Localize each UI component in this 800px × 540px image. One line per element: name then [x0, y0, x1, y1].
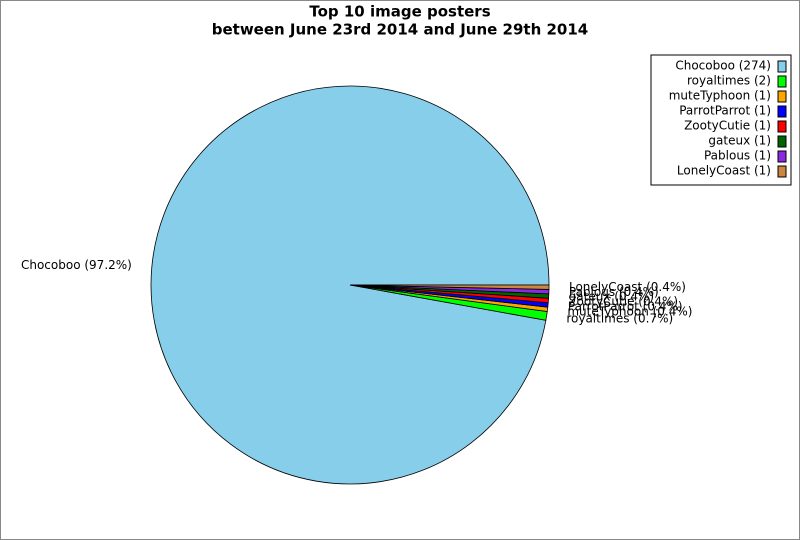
chart-title: Top 10 image posters [309, 3, 490, 21]
legend-label: muteTyphoon (1) [669, 89, 771, 103]
slice-label: Chocoboo (97.2%) [21, 258, 132, 272]
legend-swatch [777, 105, 787, 118]
legend-swatch [777, 120, 787, 133]
legend-label: Chocoboo (274) [675, 59, 771, 73]
slice-label: royaltimes (0.7%) [566, 312, 673, 326]
legend-swatch [777, 135, 787, 148]
legend-label: royaltimes (2) [687, 74, 771, 88]
legend-label: ParrotParrot (1) [679, 104, 771, 118]
legend-swatch [777, 90, 787, 103]
legend-swatch [777, 165, 787, 178]
legend-label: ZootyCutie (1) [684, 119, 771, 133]
legend-box [650, 54, 792, 186]
legend-label: Pablous (1) [704, 149, 771, 163]
legend-swatch [777, 150, 787, 163]
slice-label: gateux (0.4%) [569, 290, 654, 304]
legend-swatch [777, 75, 787, 88]
chart-subtitle: between June 23rd 2014 and June 29th 201… [212, 21, 589, 39]
slice-label: LonelyCoast (0.4%) [569, 280, 686, 294]
slice-label: ParrotParrot (0.4%) [568, 299, 683, 313]
slice-label: Pablous (0.4%) [569, 285, 659, 299]
slice-label: ZootyCutie (0.4%) [568, 295, 678, 309]
legend-label: LonelyCoast (1) [677, 164, 771, 178]
legend-swatch [777, 60, 787, 73]
pie-slice [349, 284, 550, 290]
slice-label: muteTyphoon (0.4%) [567, 304, 692, 318]
legend-label: gateux (1) [708, 134, 771, 148]
